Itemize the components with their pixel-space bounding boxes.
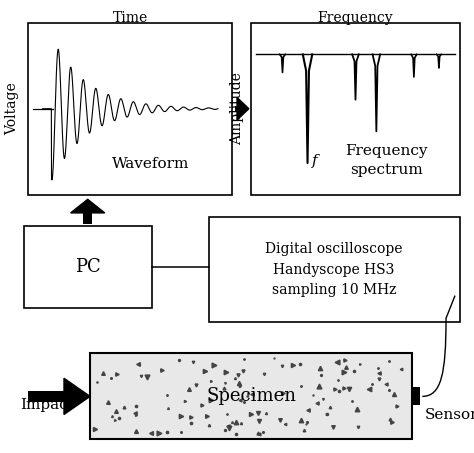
Bar [83,213,92,224]
Polygon shape [64,378,90,414]
Text: Amplitude: Amplitude [230,72,244,145]
Text: Waveform: Waveform [112,157,190,171]
Text: Frequency
spectrum: Frequency spectrum [346,144,428,177]
Text: Time: Time [113,11,148,25]
Text: Voltage: Voltage [5,82,19,135]
Polygon shape [237,97,249,120]
Bar [209,217,460,322]
Bar [235,106,237,111]
Bar [24,226,152,308]
Text: Specimen: Specimen [206,387,296,405]
Text: f: f [312,154,318,168]
Bar [412,387,420,405]
Text: PC: PC [75,258,100,276]
Text: Sensor: Sensor [425,408,474,422]
Bar [28,390,64,402]
Polygon shape [71,199,105,213]
Text: Digital oscilloscope
Handyscope HS3
sampling 10 MHz: Digital oscilloscope Handyscope HS3 samp… [265,242,403,297]
Bar [90,353,412,439]
Text: Impact: Impact [20,398,74,412]
Bar [251,23,460,195]
Text: Frequency: Frequency [318,11,393,25]
Bar [28,23,232,195]
